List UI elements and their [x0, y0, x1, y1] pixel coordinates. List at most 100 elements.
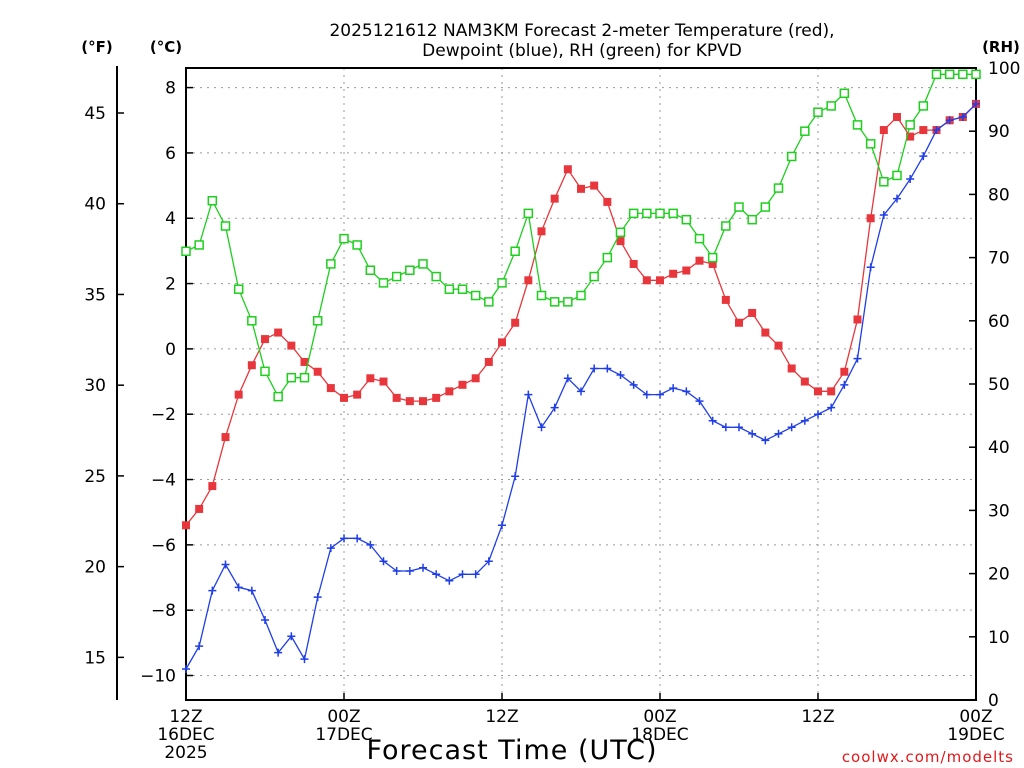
fahrenheit-tick-label: 25: [84, 467, 106, 487]
data-point: [813, 107, 823, 117]
data-point: [919, 152, 928, 161]
data-point: [484, 297, 494, 307]
data-point: [339, 233, 349, 244]
data-point: [893, 194, 901, 203]
data-point: [695, 397, 704, 406]
chart-grid: [186, 68, 976, 700]
data-point: [484, 357, 493, 366]
data-point: [418, 259, 428, 269]
rh-tick-label: 0: [988, 691, 999, 711]
data-point: [786, 151, 797, 162]
rh-tick-label: 40: [988, 438, 1010, 458]
data-point: [471, 570, 480, 579]
data-point: [655, 208, 665, 219]
data-point: [840, 367, 849, 376]
data-point: [405, 397, 414, 406]
data-point: [458, 570, 467, 579]
data-point: [747, 214, 757, 225]
rh-tick-label: 60: [988, 312, 1010, 332]
data-point: [944, 69, 955, 80]
fahrenheit-unit-label: (°F): [81, 38, 112, 56]
data-point: [734, 202, 744, 212]
data-point: [273, 391, 283, 402]
data-point: [379, 377, 388, 386]
fahrenheit-tick-label: 35: [84, 285, 106, 305]
data-point: [247, 316, 257, 326]
data-point: [577, 387, 585, 396]
data-point: [721, 423, 730, 432]
data-point: [814, 387, 822, 396]
data-point: [642, 390, 651, 399]
data-point: [484, 557, 493, 566]
data-point: [563, 374, 572, 383]
data-point: [326, 384, 335, 393]
data-point: [563, 165, 572, 174]
data-point: [511, 318, 520, 327]
rh-tick-label: 100: [988, 59, 1020, 79]
data-point: [261, 335, 269, 344]
data-point: [695, 256, 704, 265]
data-point: [234, 390, 243, 399]
rh-tick-label: 10: [988, 628, 1010, 648]
fahrenheit-tick-label: 20: [84, 558, 106, 578]
data-point: [524, 276, 533, 285]
data-point: [233, 284, 244, 294]
data-point: [629, 380, 638, 389]
x-tick-label: 18DEC: [631, 725, 688, 745]
data-point: [405, 265, 415, 275]
data-point: [458, 380, 467, 389]
data-point: [761, 436, 770, 445]
data-point: [682, 266, 691, 275]
data-point: [721, 295, 730, 304]
data-point: [602, 252, 613, 263]
data-point: [735, 423, 743, 432]
x-axis-title: Forecast Time (UTC): [366, 735, 657, 766]
data-point: [603, 364, 612, 373]
x-tick-label: 12Z: [485, 707, 518, 727]
data-point: [181, 246, 191, 257]
data-point: [353, 390, 362, 399]
data-point: [681, 214, 692, 225]
data-point: [668, 208, 678, 219]
rh-tick-label: 80: [988, 185, 1010, 205]
data-point: [840, 380, 849, 389]
data-point: [444, 284, 455, 294]
data-point: [299, 372, 310, 383]
chart-title-line-1: 2025121612 NAM3KM Forecast 2-meter Tempe…: [329, 21, 834, 41]
x-tick-label: 2025: [164, 743, 207, 763]
celsius-tick-label: 2: [165, 275, 176, 295]
data-point: [378, 278, 389, 288]
data-point: [445, 576, 454, 585]
data-point: [866, 214, 875, 223]
data-point: [826, 101, 836, 111]
data-point: [286, 372, 297, 383]
data-point: [326, 259, 336, 269]
celsius-tick-label: −10: [140, 667, 176, 687]
data-point: [682, 387, 691, 396]
data-point: [669, 384, 678, 393]
celsius-tick-label: −8: [151, 601, 176, 621]
data-point: [220, 221, 231, 231]
celsius-tick-label: 0: [165, 340, 176, 360]
rh-unit-label: (RH): [982, 38, 1020, 56]
data-point: [511, 472, 520, 481]
celsius-tick-label: 8: [165, 79, 176, 99]
data-point: [208, 586, 217, 595]
rh-tick-label: 20: [988, 565, 1010, 585]
data-point: [787, 423, 796, 432]
data-point: [366, 540, 375, 549]
data-point: [866, 263, 875, 272]
data-point: [853, 315, 862, 324]
x-tick-label: 00Z: [327, 707, 360, 727]
data-point: [419, 397, 427, 406]
data-point: [707, 252, 718, 263]
data-point: [470, 290, 481, 301]
x-tick-label: 00Z: [643, 707, 676, 727]
series-2-meter-temperature: [182, 99, 980, 530]
data-point: [537, 227, 546, 236]
series-layer: [181, 69, 981, 673]
data-point: [800, 416, 809, 425]
data-point: [760, 202, 771, 212]
data-point: [748, 308, 757, 317]
data-point: [839, 88, 850, 99]
